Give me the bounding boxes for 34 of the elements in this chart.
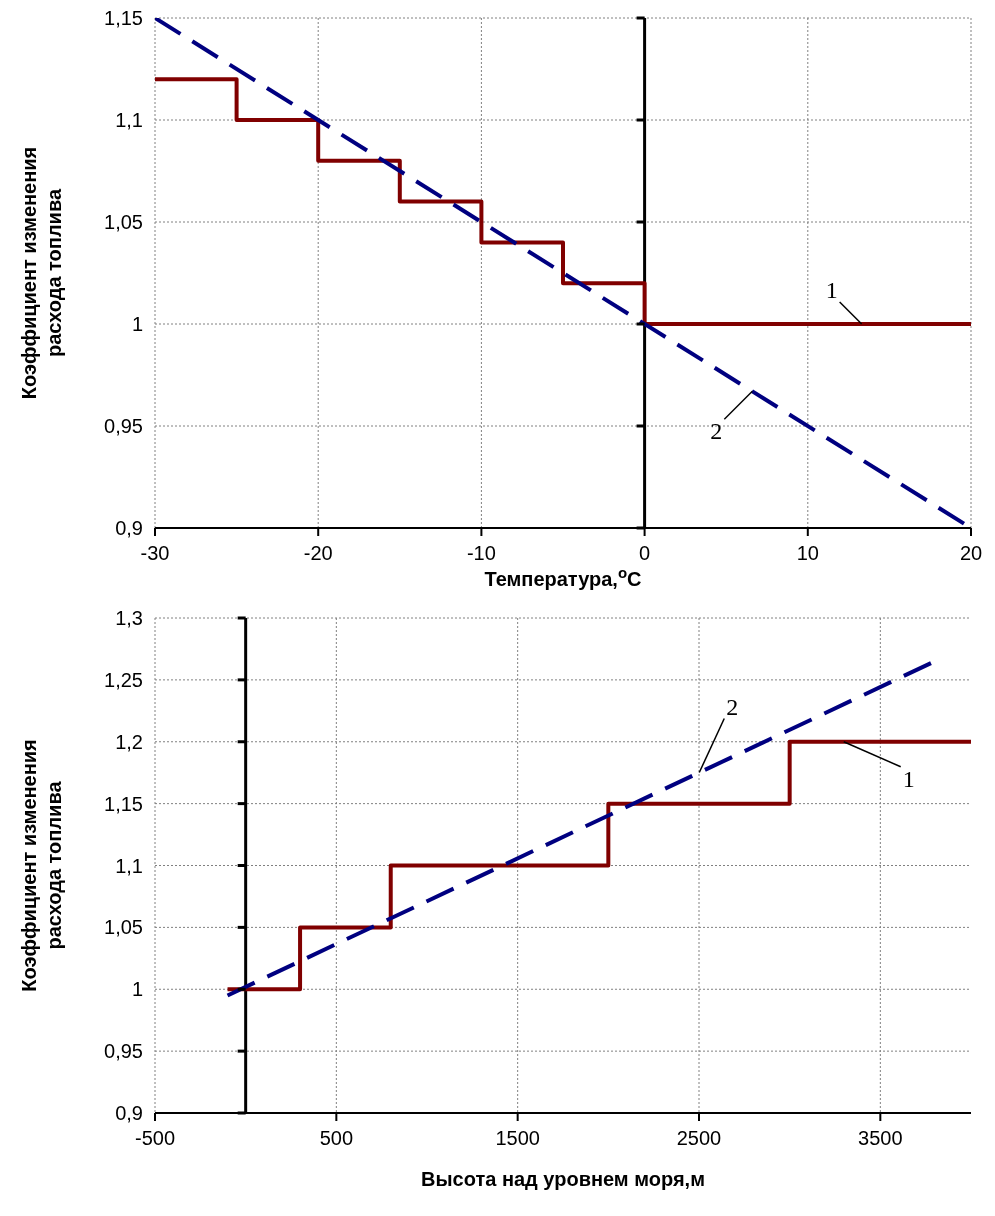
x-tick-label: -20 xyxy=(303,542,333,565)
x-tick-label: 10 xyxy=(796,542,819,565)
y-tick-label: 1,15 xyxy=(104,792,143,815)
x-tick-label: 1500 xyxy=(495,1127,540,1150)
series-label: 2 xyxy=(726,693,739,720)
y-tick-label: 1,1 xyxy=(115,109,143,132)
x-tick-label: 500 xyxy=(319,1127,354,1150)
series-label: 2 xyxy=(710,418,723,445)
y-tick-label: 1,15 xyxy=(104,7,143,30)
x-axis-title: Температура,$^{o}$C xyxy=(484,563,642,590)
x-tick-label: 3500 xyxy=(858,1127,903,1150)
y-tick-label: 1 xyxy=(131,978,143,1001)
y-tick-label: 1,25 xyxy=(104,668,143,691)
y-axis-title: Коэффициент изменения расхода топлива xyxy=(18,739,65,992)
x-tick-label: -10 xyxy=(466,542,496,565)
y-tick-label: 1,3 xyxy=(115,607,143,630)
x-tick-label: 0 xyxy=(639,542,651,565)
y-tick-label: 1,05 xyxy=(104,916,143,939)
series-label: 1 xyxy=(825,277,838,303)
series-label: 1 xyxy=(902,765,915,792)
y-tick-label: 0,95 xyxy=(104,415,143,438)
y-tick-label: 1,1 xyxy=(115,854,143,877)
x-tick-label: 20 xyxy=(959,542,983,565)
y-tick-label: 0,95 xyxy=(104,1040,143,1063)
y-tick-label: 1,05 xyxy=(104,211,143,234)
y-axis-title: Коэффициент изменения расхода топлива xyxy=(18,146,65,400)
x-tick-label: -500 xyxy=(134,1127,176,1150)
x-axis-title: Высота над уровнем моря,м xyxy=(421,1168,705,1190)
y-tick-label: 1 xyxy=(131,313,143,336)
x-tick-label: 2500 xyxy=(676,1127,722,1150)
y-tick-label: 0,9 xyxy=(115,517,143,540)
x-tick-label: -30 xyxy=(140,542,170,565)
y-tick-label: 0,9 xyxy=(115,1102,143,1125)
y-tick-label: 1,2 xyxy=(115,730,143,753)
